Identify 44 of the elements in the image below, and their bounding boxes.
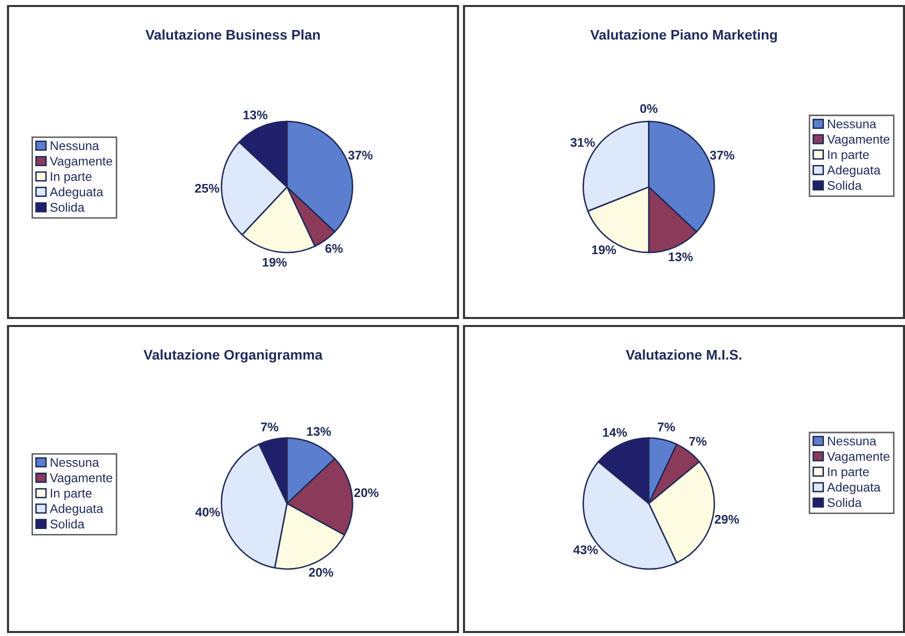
chart-title: Valutazione Organigramma xyxy=(144,349,323,363)
chart-title: Valutazione Business Plan xyxy=(145,30,320,40)
legend-label: Adeguata xyxy=(827,165,881,177)
legend-label: Vagamente xyxy=(827,134,890,146)
legend-label: Vagamente xyxy=(50,156,112,168)
chart-title: Valutazione M.I.S. xyxy=(626,350,742,360)
legend-label: Nessuna xyxy=(50,458,100,467)
chart-title: Valutazione Piano Marketing xyxy=(590,29,777,43)
text: 0% xyxy=(640,104,658,114)
legend-label: Nessuna xyxy=(50,141,100,150)
legend-label: Adeguata xyxy=(50,187,104,199)
data-label: 13% xyxy=(668,252,693,262)
legend-label: Vagamente xyxy=(50,474,112,485)
data-label: 7% xyxy=(689,436,706,446)
data-label: 37% xyxy=(348,150,373,160)
data-label: 31% xyxy=(570,138,595,147)
legend-label: Adeguata xyxy=(50,504,104,516)
legend-label: Solida xyxy=(828,498,862,508)
legend-label: Adeguata xyxy=(827,482,881,494)
data-label: 14% xyxy=(603,428,627,437)
data-label: 13% xyxy=(307,427,331,436)
data-label: 20% xyxy=(354,488,378,498)
data-label: 43% xyxy=(573,545,598,554)
legend-label: Solida xyxy=(50,202,84,212)
legend-label: Nessuna xyxy=(828,436,876,446)
legend-label: In parte xyxy=(50,488,92,500)
data-label: 19% xyxy=(592,245,616,254)
legend-label: Solida xyxy=(828,180,862,190)
data-label: 40% xyxy=(195,508,220,517)
legend-label: In parte xyxy=(828,468,869,479)
data-label: 25% xyxy=(195,184,220,193)
legend-label: In parte xyxy=(50,172,92,184)
legend-label: Nessuna xyxy=(828,120,876,128)
data-label: 19% xyxy=(262,258,287,267)
data-label: 20% xyxy=(308,568,334,577)
data-label: 13% xyxy=(244,110,268,120)
legend-label: Solida xyxy=(50,519,84,528)
data-label: 7% xyxy=(658,422,675,432)
legend-label: Vagamente xyxy=(827,452,890,464)
data-label: 29% xyxy=(714,514,739,524)
data-label: 7% xyxy=(261,422,278,432)
legend-label: In parte xyxy=(828,150,869,162)
data-label: 37% xyxy=(710,150,734,160)
data-label: 6% xyxy=(325,244,343,253)
